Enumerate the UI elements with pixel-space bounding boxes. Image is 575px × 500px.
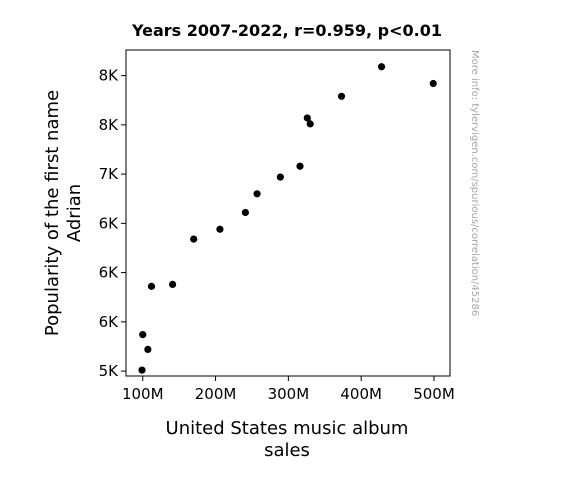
data-point — [216, 225, 224, 233]
x-tick-label: 200M — [195, 385, 237, 403]
x-tick-label: 300M — [268, 385, 310, 403]
data-point — [253, 190, 261, 198]
y-tick-label: 5K — [99, 362, 120, 380]
x-tick-label: 400M — [340, 385, 382, 403]
plot-area — [125, 49, 451, 377]
data-point — [303, 114, 311, 122]
x-axis-label: United States music album sales — [166, 418, 409, 461]
data-point — [139, 331, 147, 339]
x-tick-label: 100M — [122, 385, 164, 403]
y-axis-label-line-2: Adrian — [64, 184, 85, 242]
data-point — [138, 366, 146, 374]
x-axis-label-line-2: sales — [264, 440, 310, 461]
data-point — [429, 79, 437, 88]
watermark-text: More info: tylervigen.com/spurious/corre… — [469, 50, 480, 316]
data-point — [306, 120, 314, 128]
data-point — [144, 345, 152, 354]
x-tick-label: 500M — [413, 385, 455, 403]
y-tick-label: 6K — [99, 313, 120, 331]
data-point — [147, 282, 156, 290]
data-point — [168, 280, 177, 289]
data-point — [296, 162, 304, 170]
data-point — [276, 173, 284, 181]
y-tick-label: 8K — [99, 67, 120, 85]
y-tick-label: 7K — [99, 165, 120, 183]
chart-title: Years 2007-2022, r=0.959, p<0.01 — [131, 21, 442, 40]
data-point — [337, 92, 346, 100]
x-axis-ticks: 100M 200M 300M 400M 500M — [122, 376, 455, 403]
y-axis-label: Popularity of the first name Adrian — [42, 90, 85, 336]
data-point — [241, 208, 250, 217]
data-points — [138, 63, 437, 374]
x-axis-label-line-1: United States music album — [166, 418, 409, 439]
y-tick-label: 6K — [99, 214, 120, 232]
y-tick-label: 8K — [99, 116, 120, 134]
plot-frame — [125, 49, 451, 377]
y-tick-label: 6K — [99, 264, 120, 282]
y-axis-label-line-1: Popularity of the first name — [42, 90, 63, 336]
y-axis-ticks: 5K 6K 6K 6K 7K 8K 8K — [99, 67, 126, 380]
data-point — [377, 63, 386, 71]
data-point — [190, 235, 198, 243]
